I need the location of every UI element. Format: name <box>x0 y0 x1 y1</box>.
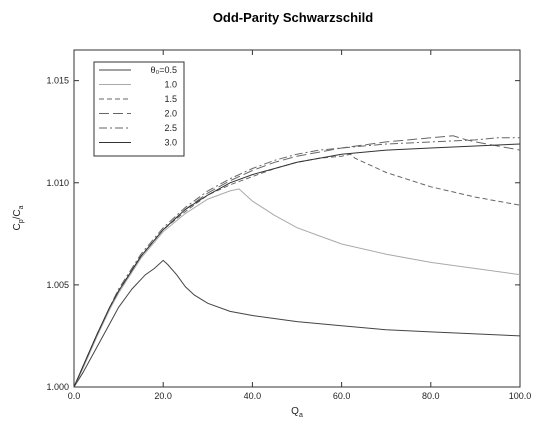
series-group <box>73 135 521 388</box>
legend-label: θ₀=0.5 <box>150 65 177 75</box>
chart-title: Odd-Parity Schwarzschild <box>213 10 373 25</box>
x-tick-label: 60.0 <box>333 391 351 401</box>
legend-box <box>93 61 185 157</box>
y-axis-label: Cp/Ca <box>12 205 25 230</box>
legend-label: 3.0 <box>164 138 177 148</box>
plot-frame <box>73 49 521 388</box>
series-line-5 <box>73 137 520 388</box>
series-line-2 <box>73 188 521 388</box>
legend: θ₀=0.5 1.0 1.5 2.0 2.5 3.0 <box>93 61 185 157</box>
series-line-1 <box>73 259 521 388</box>
series-line-6 <box>73 143 521 388</box>
x-tick-label: 80.0 <box>422 391 440 401</box>
x-tick-label: 0.0 <box>68 391 81 401</box>
series-line-3 <box>73 153 521 388</box>
series-line-4 <box>73 135 521 388</box>
legend-label: 2.0 <box>164 109 177 119</box>
legend-label: 2.5 <box>164 123 177 133</box>
x-tick-label: 40.0 <box>244 391 262 401</box>
y-tick-label: 1.005 <box>46 280 69 290</box>
y-tick-label: 1.010 <box>46 178 69 188</box>
y-tick-label: 1.000 <box>46 382 69 392</box>
legend-label: 1.0 <box>164 80 177 90</box>
x-tick-label: 20.0 <box>154 391 172 401</box>
axis-ticks: 0.0 20.0 40.0 60.0 80.0 100.0 1.000 1.005 1.010 1… <box>46 50 531 401</box>
x-tick-label: 100.0 <box>509 391 532 401</box>
legend-label: 1.5 <box>164 94 177 104</box>
y-tick-label: 1.015 <box>46 76 69 86</box>
x-axis-label: Qa <box>291 406 303 419</box>
